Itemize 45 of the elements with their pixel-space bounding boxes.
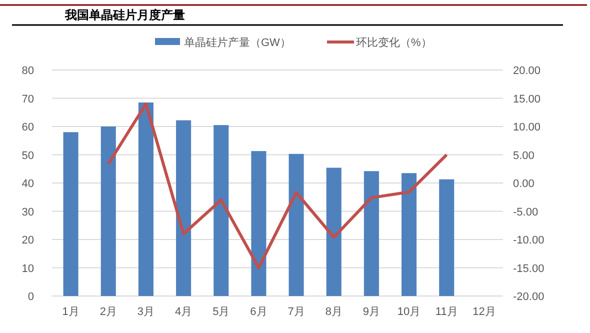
bar — [251, 151, 266, 296]
bar — [364, 171, 379, 296]
y2-tick-label: 20.00 — [513, 65, 541, 77]
y2-tick-label: 15.00 — [513, 93, 541, 106]
x-tick-label: 1月 — [62, 306, 80, 318]
chart-title: 我国单晶硅片月度产量 — [64, 8, 185, 22]
y2-tick-label: -5.00 — [513, 206, 538, 218]
bar — [288, 154, 304, 296]
legend-label: 环比变化（%） — [356, 36, 432, 49]
x-tick-label: 3月 — [137, 306, 155, 318]
bar — [138, 102, 154, 296]
y-tick-label: 40 — [22, 178, 34, 190]
y-tick-label: 60 — [22, 122, 34, 134]
bar — [402, 173, 417, 296]
x-tick-label: 6月 — [250, 306, 268, 318]
bar — [63, 132, 78, 296]
bar — [100, 126, 116, 296]
y2-tick-label: 0.00 — [513, 178, 534, 190]
y-tick-label: 20 — [22, 234, 34, 246]
bar — [439, 179, 454, 296]
y2-tick-label: -20.00 — [513, 291, 544, 303]
y2-tick-label: -15.00 — [513, 262, 544, 275]
y2-tick-label: 5.00 — [513, 150, 534, 162]
legend-label: 单晶硅片产量（GW） — [184, 36, 291, 49]
y-tick-label: 0 — [28, 291, 34, 303]
x-tick-label: 9月 — [362, 306, 380, 318]
bar — [176, 120, 192, 296]
y-tick-label: 10 — [22, 262, 34, 275]
y-tick-label: 50 — [22, 150, 34, 162]
x-tick-label: 5月 — [212, 306, 230, 318]
x-tick-label: 2月 — [100, 306, 117, 318]
x-tick-label: 12月 — [472, 306, 496, 318]
x-tick-label: 8月 — [325, 306, 342, 318]
x-tick-label: 7月 — [288, 306, 305, 318]
y2-tick-label: -10.00 — [513, 234, 544, 246]
y-tick-label: 80 — [22, 65, 34, 77]
x-tick-label: 11月 — [435, 306, 458, 318]
x-tick-label: 10月 — [397, 306, 421, 318]
y-tick-label: 30 — [22, 206, 34, 218]
y2-tick-label: 10.00 — [513, 122, 541, 134]
y-tick-label: 70 — [22, 93, 34, 106]
line-series — [106, 102, 448, 270]
bar — [326, 168, 342, 296]
x-tick-label: 4月 — [174, 306, 192, 318]
bar — [214, 125, 229, 296]
